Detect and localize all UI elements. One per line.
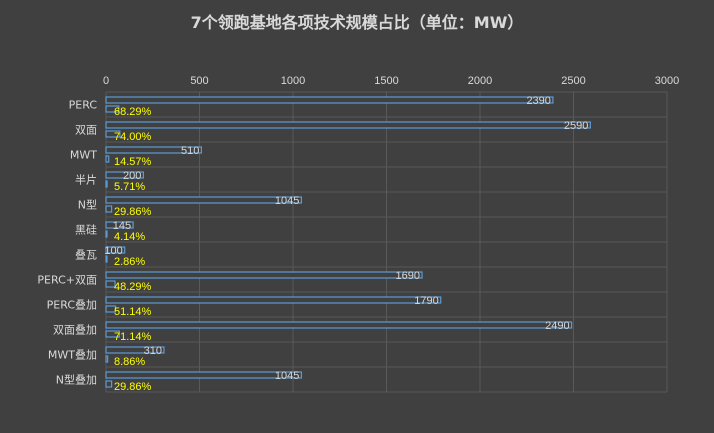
category-label: 双面 [75,124,97,137]
mw-value-label: 100 [104,245,122,257]
bar-percent [105,205,113,213]
percent-value-label: 14.57% [114,156,152,168]
bar-mw [105,221,134,229]
percent-value-label: 5.71% [114,181,145,193]
percent-value-label: 2.86% [114,256,145,268]
category-label: 黑硅 [75,224,97,237]
category-label: PERC+双面 [37,274,97,287]
percent-value-label: 29.86% [114,206,152,218]
category-label: MWT [70,149,97,162]
bar-mw [105,196,303,204]
x-tick-label: 1000 [281,75,305,87]
bar-percent [105,380,113,388]
x-tick-label: 2500 [561,75,585,87]
bar-mw [105,246,126,254]
x-tick-label: 500 [190,75,208,87]
category-label: 双面叠加 [53,324,97,337]
grid-layer [105,91,668,393]
x-tick-label: 2000 [468,75,492,87]
mw-value-label: 1045 [275,195,299,207]
category-label: N型 [78,198,97,212]
bar-mw [105,371,303,379]
bar-percent [105,105,120,113]
x-tick-label: 3000 [655,75,679,87]
mw-value-label: 1790 [414,295,438,307]
chart-title: 7个领跑基地各项技术规模占比（单位：MW） [191,13,524,32]
bars-layer [105,96,591,388]
mw-value-label: 1690 [396,270,420,282]
bar-percent [105,280,116,288]
category-label: PERC叠加 [47,299,97,312]
bar-mw [105,321,573,329]
mw-value-label: 2490 [545,320,569,332]
mw-value-label: 2590 [564,120,588,132]
bar-percent [105,155,110,163]
bar-percent [105,180,108,188]
mw-value-label: 1045 [275,370,299,382]
bar-percent [105,230,108,238]
category-label: 叠瓦 [75,249,97,262]
bar-mw [105,296,442,304]
percent-value-label: 8.86% [114,356,145,368]
bar-mw [105,171,145,179]
x-tick-label: 1500 [374,75,398,87]
mw-value-label: 145 [113,220,131,232]
bar-mw [105,271,423,279]
percent-value-label: 4.14% [114,231,145,243]
bar-percent [105,255,108,263]
percent-value-label: 74.00% [114,131,152,143]
labels-layer: 0 500 1000 1500 2000 2500 3000 PERC 2390 68.29% 双面… [37,75,679,393]
bar-mw [105,346,165,354]
category-label: MWT叠加 [48,349,97,362]
category-label: PERC [69,99,98,112]
bar-mw [105,96,554,104]
mw-value-label: 310 [144,345,162,357]
bar-mw [105,146,202,154]
bar-percent [105,330,120,338]
percent-value-label: 71.14% [114,331,152,343]
percent-value-label: 51.14% [114,306,152,318]
x-tick-label: 0 [103,75,109,87]
bar-percent [105,130,121,138]
bar-percent [105,305,117,313]
mw-value-label: 510 [181,145,199,157]
bar-percent [105,355,109,363]
percent-value-label: 29.86% [114,381,152,393]
percent-value-label: 48.29% [114,281,152,293]
mw-value-label: 200 [123,170,141,182]
bar-mw [105,121,591,129]
category-label: N型叠加 [56,373,97,387]
category-label: 半片 [75,173,97,187]
mw-value-label: 2390 [526,95,550,107]
percent-value-label: 68.29% [114,106,152,118]
